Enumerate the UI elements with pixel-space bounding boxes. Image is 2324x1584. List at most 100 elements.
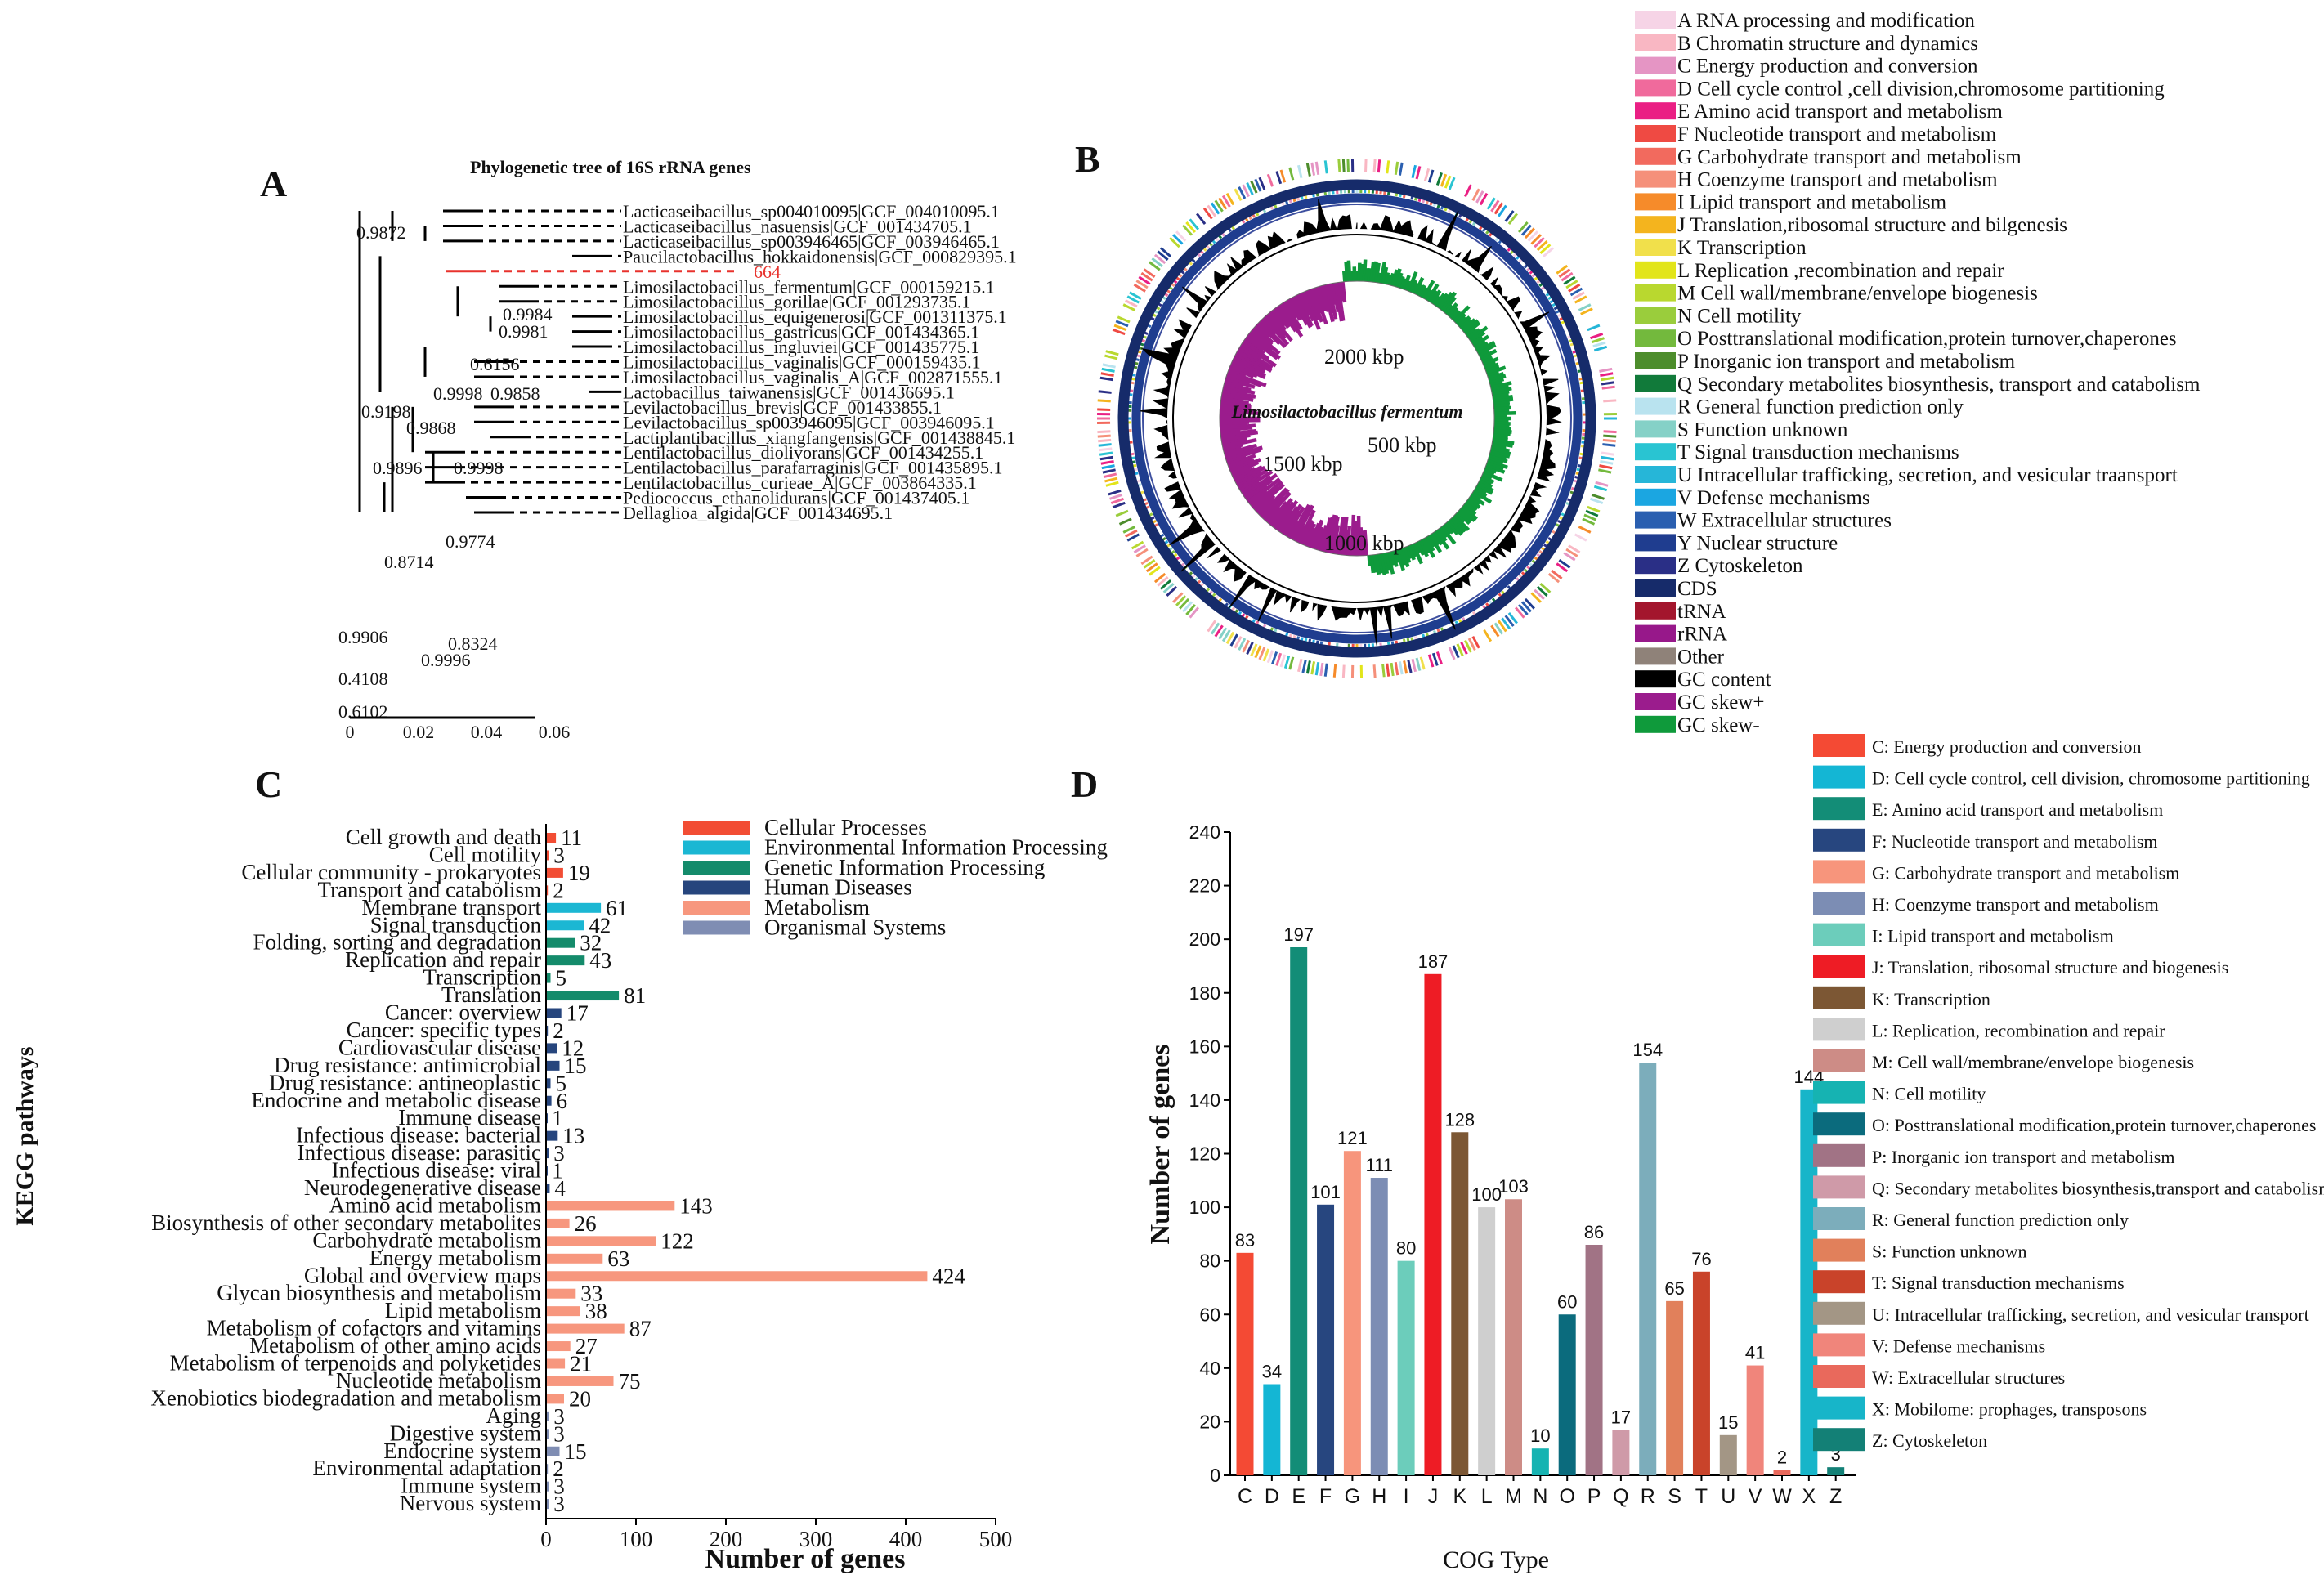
genome-legend-label: Z Cytoskeleton xyxy=(1677,555,1803,577)
circular-genome-map: Limosilactobacillus fermentum 2000 kbp 5… xyxy=(1097,10,2201,736)
kegg-value-label: 4 xyxy=(554,1176,566,1201)
cog-gene-tick xyxy=(1099,451,1113,456)
cog-gene-tick xyxy=(1593,345,1608,352)
kegg-value-label: 3 xyxy=(553,1141,565,1166)
gc-skew-minus xyxy=(1399,277,1408,289)
cog-category-label: S xyxy=(1668,1485,1681,1508)
gc-skew-plus xyxy=(1310,519,1324,549)
gc-skew-plus xyxy=(1317,285,1328,311)
cog-gene-tick xyxy=(1583,513,1597,521)
cog-gene-tick xyxy=(1587,505,1601,513)
kegg-bar xyxy=(546,1464,549,1474)
cog-gene-tick xyxy=(1598,468,1612,474)
cog-gene-tick xyxy=(1381,664,1386,678)
kegg-value-label: 20 xyxy=(569,1386,591,1411)
cog-category-label: G xyxy=(1345,1485,1360,1508)
cog-gene-tick xyxy=(1578,526,1592,534)
phylogenetic-tree: Phylogenetic tree of 16S rRNA genes Lact… xyxy=(338,157,1017,742)
tree-bootstrap-value: 0.9998 xyxy=(433,383,483,404)
genome-legend-label: H Coenzyme transport and metabolism xyxy=(1677,169,1998,191)
gc-skew-plus xyxy=(1256,496,1276,516)
gc-skew-plus xyxy=(1234,465,1263,483)
cog-bar xyxy=(1612,1430,1630,1475)
genome-legend-swatch xyxy=(1635,239,1676,256)
cog-gene-tick xyxy=(1386,160,1390,174)
cog-y-tick-label: 220 xyxy=(1189,875,1220,897)
cog-value-label: 15 xyxy=(1718,1412,1738,1433)
genome-legend-swatch xyxy=(1635,216,1676,234)
gc-skew-plus xyxy=(1258,320,1287,348)
gc-skew-plus xyxy=(1295,525,1307,543)
gc-skew-plus xyxy=(1328,516,1340,554)
cog-gene-tick xyxy=(1590,497,1604,504)
genome-legend-label: L Replication ,recombination and repair xyxy=(1677,260,2004,282)
gc-skew-minus xyxy=(1483,468,1495,476)
cog-legend-label: W: Extracellular structures xyxy=(1872,1367,2065,1388)
cog-gene-tick xyxy=(1569,287,1583,297)
kegg-category-label: Drug resistance: antimicrobial xyxy=(274,1053,541,1077)
kegg-bar xyxy=(546,955,585,966)
kegg-category-label: Environmental adaptation xyxy=(312,1456,541,1480)
kegg-value-label: 3 xyxy=(553,843,565,867)
gc-skew-plus xyxy=(1220,402,1252,409)
cog-gene-tick xyxy=(1117,315,1131,324)
gc-skew-plus xyxy=(1226,372,1262,387)
gc-skew-minus xyxy=(1364,267,1370,282)
cog-gene-tick xyxy=(1100,372,1114,378)
kegg-category-label: Lipid metabolism xyxy=(385,1298,541,1322)
cog-gene-tick xyxy=(1601,451,1615,456)
gc-skew-plus xyxy=(1336,517,1346,555)
gc-skew-minus xyxy=(1422,280,1435,300)
cog-gene-tick xyxy=(1250,643,1258,657)
cog-gene-tick xyxy=(1234,188,1243,202)
genome-pos-1500: 1500 kbp xyxy=(1263,452,1343,476)
genome-legend-swatch xyxy=(1635,511,1676,529)
tree-bootstrap-value: 0.9868 xyxy=(406,418,456,438)
gc-skew-minus xyxy=(1493,421,1511,426)
cog-legend-label: Z: Cytoskeleton xyxy=(1872,1430,1987,1451)
cog-value-label: 76 xyxy=(1691,1249,1711,1269)
genome-pos-500: 500 kbp xyxy=(1368,433,1437,457)
cog-value-label: 65 xyxy=(1664,1278,1684,1299)
gc-skew-minus xyxy=(1488,456,1504,465)
cog-gene-tick xyxy=(1452,645,1460,659)
gc-skew-minus xyxy=(1488,454,1508,463)
gc-skew-minus xyxy=(1456,315,1467,327)
cog-gene-tick xyxy=(1563,552,1576,562)
gc-skew-plus xyxy=(1324,284,1335,314)
cog-gene-tick xyxy=(1279,654,1287,668)
cog-legend-swatch xyxy=(1813,860,1865,884)
cog-x-axis-title: COG Type xyxy=(1443,1546,1549,1573)
genome-organism-label: Limosilactobacillus fermentum xyxy=(1231,401,1463,422)
gc-skew-plus xyxy=(1246,334,1278,360)
gc-skew-minus xyxy=(1489,377,1505,385)
cog-legend-label: G: Carbohydrate transport and metabolism xyxy=(1872,862,2179,883)
kegg-category-label: Cancer: overview xyxy=(385,1000,542,1025)
cog-legend-label: C: Energy production and conversion xyxy=(1872,736,2142,757)
cog-gene-tick xyxy=(1578,303,1592,311)
genome-legend-swatch xyxy=(1635,125,1676,142)
cog-gene-tick xyxy=(1104,477,1118,483)
gc-skew-plus xyxy=(1237,468,1269,489)
gc-skew-plus xyxy=(1220,430,1259,440)
cog-gene-tick xyxy=(1143,558,1156,569)
genome-legend-swatch xyxy=(1635,79,1676,97)
kegg-category-label: Xenobiotics biodegradation and metabolis… xyxy=(150,1385,541,1410)
genome-legend-label: M Cell wall/membrane/envelope biogenesis xyxy=(1677,283,2038,305)
kegg-value-label: 32 xyxy=(580,931,602,955)
gc-skew-plus xyxy=(1220,400,1252,408)
cog-gene-tick xyxy=(1595,481,1609,487)
kegg-bar xyxy=(546,991,620,1001)
cog-gene-tick xyxy=(1427,654,1435,668)
genome-legend-swatch xyxy=(1635,352,1676,369)
kegg-category-label: Infectious disease: bacterial xyxy=(296,1123,541,1148)
cog-gene-tick xyxy=(1556,562,1569,573)
gc-skew-minus xyxy=(1461,318,1476,332)
gc-skew-minus xyxy=(1441,524,1453,535)
genome-legend-swatch xyxy=(1635,374,1676,392)
cog-gene-tick xyxy=(1440,173,1448,187)
tree-bootstrap-value: 0.4108 xyxy=(338,669,388,689)
tree-bootstrap-value: 0.6156 xyxy=(470,354,520,374)
gc-skew-plus xyxy=(1229,458,1261,474)
